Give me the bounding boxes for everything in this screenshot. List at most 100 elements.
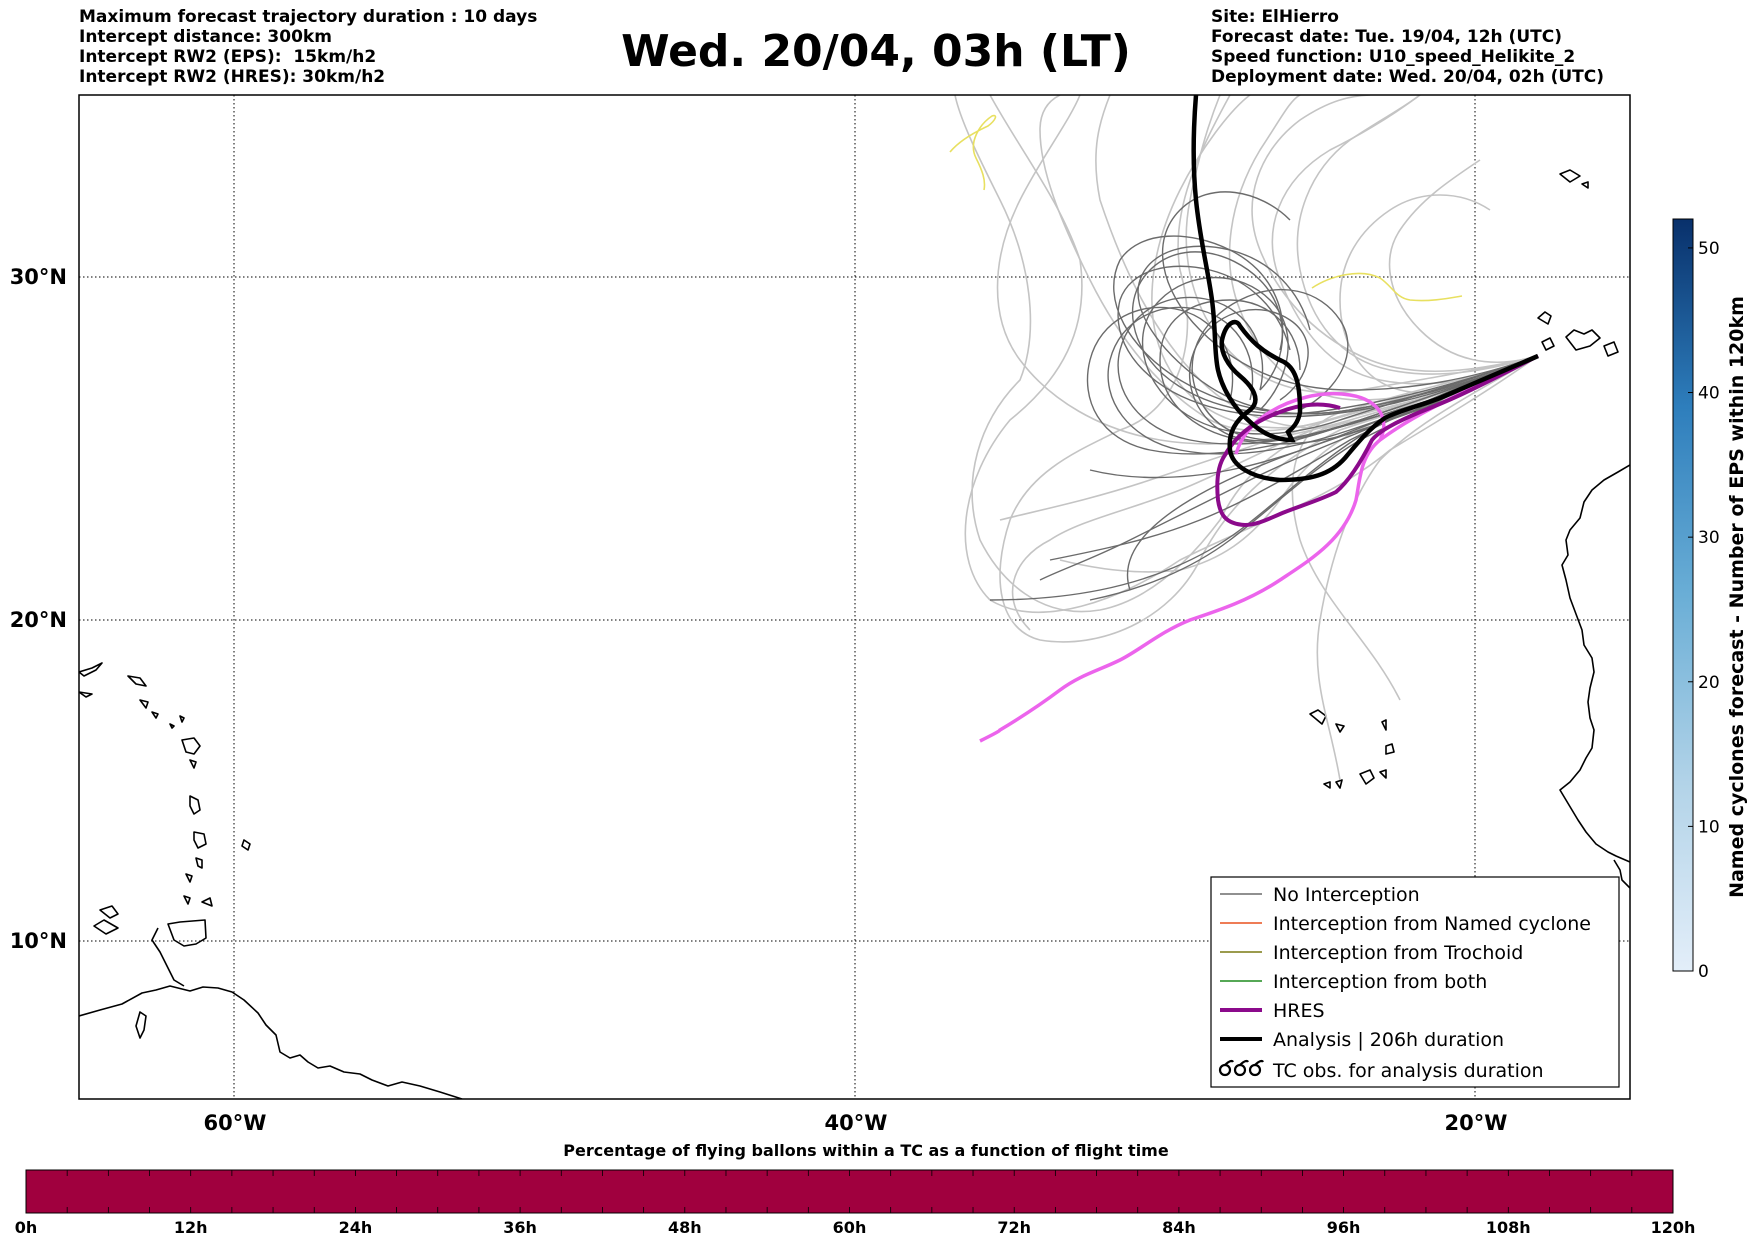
legend-label-analysis: Analysis | 206h duration <box>1273 1029 1504 1051</box>
yellow-track <box>949 114 997 191</box>
eps-track-dark <box>1089 355 1539 479</box>
eps-track-dark <box>1113 235 1539 415</box>
cyclone-symbol-icon <box>1218 1059 1264 1077</box>
coastline-cape-verde <box>1309 709 1395 789</box>
info-line-duration: Maximum forecast trajectory duration : 1… <box>79 7 538 27</box>
flight-time-bar-ticks <box>25 1170 1674 1213</box>
coastline-trinidad <box>167 919 207 947</box>
info-line-site: Site: ElHierro <box>1211 7 1339 27</box>
flight-time-label: 108h <box>1486 1218 1531 1237</box>
coastline-venezuela-east <box>151 927 185 987</box>
eps-track-light <box>1388 159 1539 363</box>
yellow-tracks <box>949 114 1463 302</box>
analysis-track <box>1191 95 1539 483</box>
yellow-track <box>1311 272 1463 302</box>
colorbar-label: Named cyclones forecast - Number of EPS … <box>1726 296 1748 898</box>
flight-time-label: 0h <box>15 1218 38 1237</box>
latitude-labels: 30°N 20°N 10°N <box>10 265 67 953</box>
longitude-labels: 60°W 40°W 20°W <box>204 1111 1508 1135</box>
coastline-tobago <box>201 897 213 907</box>
eps-track-light <box>1271 95 1539 385</box>
legend-label-both: Interception from both <box>1273 971 1487 993</box>
legend-label-trochoid: Interception from Trochoid <box>1273 942 1523 964</box>
coastline-grenada <box>183 895 191 905</box>
colorbar-fill <box>1672 218 1694 972</box>
legend-label-tc-obs: TC obs. for analysis duration <box>1272 1060 1544 1082</box>
lat-label-20n: 20°N <box>10 608 67 632</box>
legend-label-named-cyclone: Interception from Named cyclone <box>1273 913 1591 935</box>
lat-label-10n: 10°N <box>10 929 67 953</box>
hres-extension-track <box>979 354 1539 743</box>
flight-time-label: 72h <box>997 1218 1031 1237</box>
coastlines <box>79 169 1630 1099</box>
eps-track-light <box>999 95 1539 643</box>
coastline-canary-islands <box>1537 311 1619 357</box>
coastline-martinique <box>189 795 201 815</box>
coastline-small-islands <box>169 715 251 851</box>
colorbar-tick-label: 0 <box>1698 962 1709 982</box>
lon-label-20w: 20°W <box>1445 1111 1508 1135</box>
eps-track-dark <box>1159 299 1539 445</box>
eps-track-light <box>954 95 1539 613</box>
legend-label-hres: HRES <box>1273 1000 1325 1022</box>
flight-time-bar-title: Percentage of flying ballons within a TC… <box>563 1141 1169 1160</box>
flight-time-bar-fill <box>25 1169 1674 1214</box>
colorbar-ticks <box>1688 247 1693 972</box>
flight-time-label: 48h <box>668 1218 702 1237</box>
eps-track-light <box>1251 95 1539 373</box>
eps-trajectories-light <box>954 95 1539 781</box>
coastline-st-vincent <box>185 857 203 883</box>
lon-label-60w: 60°W <box>204 1111 267 1135</box>
colorbar-tick-labels: 0 10 20 30 40 50 <box>1698 239 1720 982</box>
legend-box <box>1210 876 1620 1088</box>
info-line-speed-function: Speed function: U10_speed_Helikite_2 <box>1211 47 1576 67</box>
colorbar-tick-label: 20 <box>1698 673 1720 693</box>
info-line-intercept-eps: Intercept RW2 (EPS): 15km/h2 <box>79 47 377 67</box>
map-frame <box>78 94 1631 1100</box>
flight-time-label: 36h <box>503 1218 537 1237</box>
legend-label-no-interception: No Interception <box>1273 884 1420 906</box>
coastline-st-lucia <box>193 831 207 849</box>
site-parameters: Site: ElHierro Forecast date: Tue. 19/04… <box>1211 7 1604 87</box>
eps-track-dark <box>1141 276 1539 435</box>
flight-time-label: 84h <box>1162 1218 1196 1237</box>
coastline-south-america <box>79 985 463 1099</box>
coastline-madeira <box>1559 169 1589 189</box>
colorbar-tick-label: 10 <box>1698 817 1720 837</box>
flight-time-label: 96h <box>1327 1218 1361 1237</box>
flight-time-label: 24h <box>339 1218 373 1237</box>
lon-label-40w: 40°W <box>825 1111 888 1135</box>
coastline-africa <box>1559 464 1630 863</box>
info-line-intercept-hres: Intercept RW2 (HRES): 30km/h2 <box>79 67 386 87</box>
colorbar-tick-label: 50 <box>1698 239 1720 259</box>
colorbar-tick-label: 30 <box>1698 528 1720 548</box>
colorbar-tick-label: 40 <box>1698 384 1720 404</box>
eps-track-light <box>996 95 1539 445</box>
eps-track-light <box>1185 95 1539 394</box>
flight-time-label: 60h <box>833 1218 867 1237</box>
flight-time-label: 12h <box>174 1218 208 1237</box>
coastline-antilles-curacao <box>93 905 119 935</box>
eps-track-light <box>1296 95 1539 375</box>
map-title: Wed. 20/04, 03h (LT) <box>621 26 1131 77</box>
flight-time-bar-labels: 0h 12h 24h 36h 48h 60h 72h 84h 96h 108h 120h <box>15 1218 1696 1237</box>
info-line-intercept-distance: Intercept distance: 300km <box>79 27 332 47</box>
eps-track-light <box>1291 355 1539 701</box>
eps-track-dark <box>1137 245 1539 415</box>
eps-track-light <box>1228 95 1539 401</box>
hres-track <box>1215 354 1539 528</box>
flight-time-bar: Percentage of flying ballons within a TC… <box>15 1141 1696 1237</box>
coastline-west-africa-ext <box>1613 859 1630 889</box>
eps-track-dark <box>1117 296 1539 445</box>
eps-count-colorbar: 0 10 20 30 40 50 Named cyclones forecast - Nu… <box>1672 218 1748 982</box>
coastline-margarita <box>135 1011 147 1039</box>
coastline-puerto-rico <box>127 675 147 687</box>
coastline-hispaniola <box>79 662 103 698</box>
info-line-forecast-date: Forecast date: Tue. 19/04, 12h (UTC) <box>1211 27 1562 47</box>
lat-label-30n: 30°N <box>10 265 67 289</box>
coastline-virgin-islands <box>139 699 159 719</box>
coastline-guadeloupe <box>181 737 201 769</box>
flight-time-label: 120h <box>1651 1218 1696 1237</box>
map-legend: No Interception Interception from Named … <box>1210 876 1620 1088</box>
